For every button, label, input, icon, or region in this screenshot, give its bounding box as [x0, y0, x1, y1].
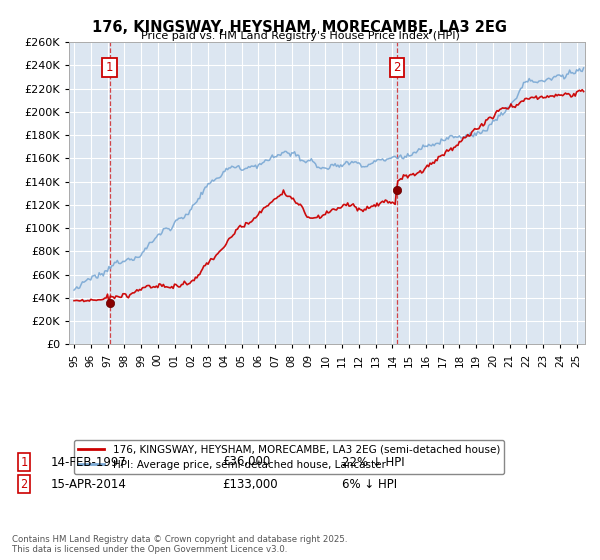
Text: 1: 1	[20, 455, 28, 469]
Text: Contains HM Land Registry data © Crown copyright and database right 2025.
This d: Contains HM Land Registry data © Crown c…	[12, 535, 347, 554]
Text: 2: 2	[20, 478, 28, 491]
Text: Price paid vs. HM Land Registry's House Price Index (HPI): Price paid vs. HM Land Registry's House …	[140, 31, 460, 41]
Text: 22% ↓ HPI: 22% ↓ HPI	[342, 455, 404, 469]
Legend: 176, KINGSWAY, HEYSHAM, MORECAMBE, LA3 2EG (semi-detached house), HPI: Average p: 176, KINGSWAY, HEYSHAM, MORECAMBE, LA3 2…	[74, 440, 504, 474]
Text: £36,000: £36,000	[222, 455, 270, 469]
Text: 2: 2	[394, 61, 401, 74]
Text: 15-APR-2014: 15-APR-2014	[51, 478, 127, 491]
Text: 176, KINGSWAY, HEYSHAM, MORECAMBE, LA3 2EG: 176, KINGSWAY, HEYSHAM, MORECAMBE, LA3 2…	[92, 20, 508, 35]
Text: 14-FEB-1997: 14-FEB-1997	[51, 455, 127, 469]
Text: £133,000: £133,000	[222, 478, 278, 491]
Text: 1: 1	[106, 61, 113, 74]
Text: 6% ↓ HPI: 6% ↓ HPI	[342, 478, 397, 491]
